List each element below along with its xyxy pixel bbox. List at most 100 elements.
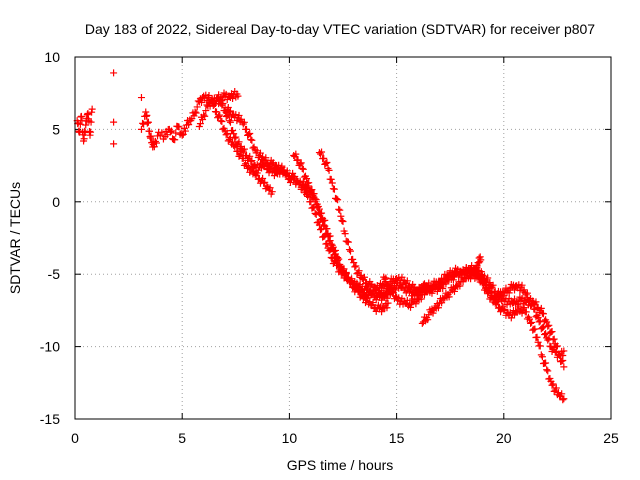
data-point: [467, 275, 475, 283]
data-point: [216, 111, 224, 119]
data-points: [73, 69, 568, 404]
data-point: [560, 347, 568, 355]
data-point: [218, 118, 226, 126]
series-track-h: [470, 264, 568, 404]
data-point: [290, 173, 298, 181]
data-point: [313, 200, 321, 208]
data-point: [554, 389, 562, 397]
data-point: [298, 183, 306, 191]
data-point: [239, 120, 247, 128]
data-point: [150, 143, 158, 151]
data-point: [339, 267, 347, 275]
data-point: [548, 328, 556, 336]
data-point: [330, 258, 338, 266]
data-point: [545, 321, 553, 329]
data-point: [76, 120, 84, 128]
data-point: [351, 263, 359, 271]
data-point: [362, 280, 370, 288]
data-point: [299, 182, 307, 190]
data-point: [224, 103, 232, 111]
data-point: [543, 366, 551, 374]
data-point: [388, 289, 396, 297]
data-point: [334, 256, 342, 264]
data-point: [545, 335, 553, 343]
data-point: [167, 127, 175, 135]
data-point: [248, 157, 256, 165]
data-point: [185, 121, 193, 129]
plot-frame: [74, 56, 612, 420]
data-point: [328, 179, 336, 187]
data-point: [305, 179, 313, 187]
data-point: [213, 108, 221, 116]
data-point: [303, 175, 311, 183]
data-point: [424, 316, 432, 324]
data-point: [345, 246, 353, 254]
data-point: [308, 186, 316, 194]
data-point: [310, 193, 318, 201]
data-point: [268, 188, 276, 196]
data-point: [505, 289, 513, 297]
data-point: [494, 304, 502, 312]
data-point: [262, 154, 270, 162]
data-point: [384, 299, 392, 307]
data-point: [410, 285, 418, 293]
data-point: [294, 156, 302, 164]
data-point: [151, 137, 159, 145]
data-point: [158, 129, 166, 137]
data-point: [381, 292, 389, 300]
y-axis-label: SDTVAR / TECUs: [7, 182, 23, 294]
data-point: [325, 166, 333, 174]
data-point: [215, 112, 223, 120]
data-point: [245, 130, 253, 138]
data-point: [360, 273, 368, 281]
data-point: [181, 127, 189, 135]
data-point: [137, 125, 145, 133]
data-point: [529, 299, 537, 307]
axis-ticks: 0 5 10 15 20 25 -15 -10 -5 0 5 10: [40, 49, 619, 446]
data-point: [240, 145, 248, 153]
data-point: [347, 247, 355, 255]
data-point: [484, 290, 492, 298]
data-point: [536, 342, 544, 350]
data-point: [429, 309, 437, 317]
data-point: [235, 138, 243, 146]
data-point: [152, 139, 160, 147]
data-point: [340, 265, 348, 273]
data-point: [247, 157, 255, 165]
data-point: [82, 121, 90, 129]
data-point: [337, 212, 345, 220]
data-point: [292, 150, 300, 158]
series-track-g: [418, 253, 568, 361]
data-point: [539, 323, 547, 331]
data-point: [523, 289, 531, 297]
data-point: [305, 191, 313, 199]
data-point: [245, 162, 253, 170]
series-track-c: [213, 88, 396, 304]
y-tick-label: -10: [40, 339, 60, 355]
data-point: [235, 111, 243, 119]
data-point: [261, 178, 269, 186]
data-point: [200, 111, 208, 119]
data-point: [318, 148, 326, 156]
data-point: [202, 107, 210, 115]
data-point: [320, 221, 328, 229]
data-point: [324, 233, 332, 241]
series-track-a: [73, 69, 276, 198]
data-point: [205, 92, 213, 100]
data-point: [518, 281, 526, 289]
data-point: [236, 151, 244, 159]
data-point: [333, 195, 341, 203]
data-point: [217, 117, 225, 125]
data-point: [528, 301, 536, 309]
data-point: [328, 244, 336, 252]
data-point: [363, 286, 371, 294]
data-point: [355, 267, 363, 275]
data-point: [527, 319, 535, 327]
data-point: [348, 276, 356, 284]
grid-lines: [75, 57, 611, 419]
data-point: [535, 318, 543, 326]
data-point: [386, 285, 394, 293]
data-point: [266, 184, 274, 192]
data-point: [234, 92, 242, 100]
data-point: [225, 117, 233, 125]
